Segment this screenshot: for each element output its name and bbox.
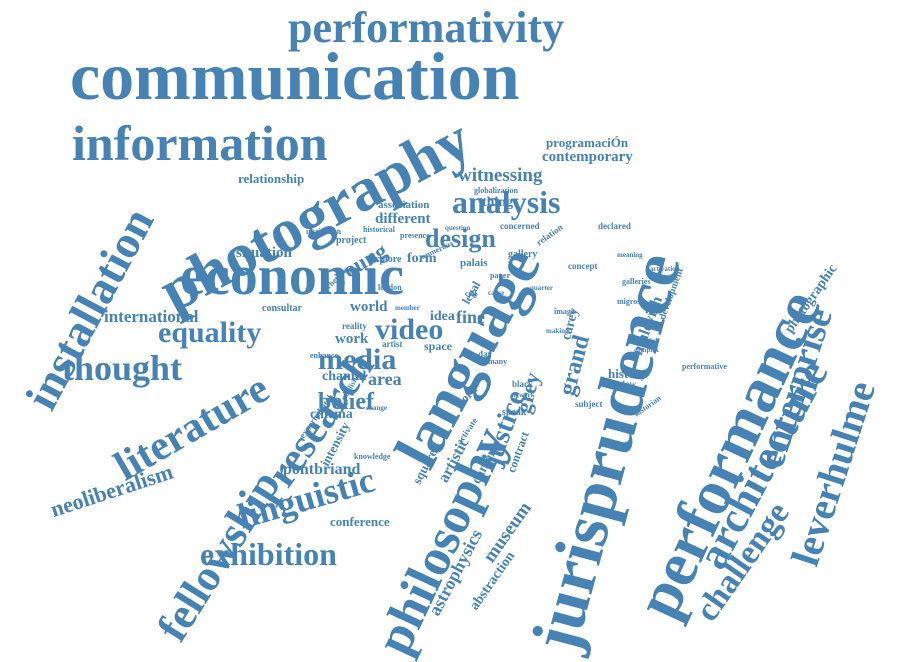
word-99: presence: [400, 231, 430, 240]
word-71: declared: [598, 221, 631, 231]
word-11: relationship: [238, 171, 305, 186]
word-79: enhance: [310, 351, 338, 360]
word-78: knowledge: [354, 452, 391, 461]
word-29: belief: [318, 389, 374, 415]
word-34: pontbriand: [283, 461, 361, 478]
word-76: reality: [342, 321, 367, 331]
word-10: programaciÓn: [546, 135, 629, 150]
word-82: window: [606, 379, 637, 389]
word-60: black: [512, 379, 534, 389]
word-63: palais: [460, 257, 488, 269]
word-35: conference: [330, 514, 390, 529]
word-0: performativity: [288, 3, 565, 52]
word-100: question: [445, 224, 471, 232]
word-103: quarter: [530, 284, 553, 292]
word-92: many: [488, 357, 508, 366]
word-95: image: [554, 307, 575, 316]
word-102: paper: [490, 271, 510, 280]
word-8: witnessing: [458, 165, 543, 186]
word-15: situation: [236, 245, 292, 261]
word-67: project: [336, 235, 367, 246]
word-17: equality: [158, 316, 262, 349]
word-74: idea: [430, 309, 455, 324]
word-61: concept: [568, 261, 598, 271]
word-9: contemporary: [542, 149, 633, 165]
word-1: communication: [70, 38, 520, 114]
word-25: media: [318, 343, 397, 376]
word-69: historical: [363, 225, 395, 234]
word-106: member: [395, 304, 420, 312]
word-80: consultar: [262, 303, 302, 314]
word-84: material: [632, 337, 658, 345]
word-75: space: [424, 339, 452, 353]
word-85: complex: [634, 346, 659, 354]
word-24: exhibition: [200, 536, 337, 572]
word-4: economic: [180, 245, 404, 307]
word-96: migros: [617, 297, 641, 306]
word-111: artwork: [510, 391, 535, 399]
word-112: cause: [488, 289, 505, 297]
word-86: activation: [650, 265, 680, 273]
word-77: artist: [382, 339, 403, 349]
word-110: making: [546, 327, 569, 335]
word-22: neoliberalism: [47, 458, 176, 522]
word-62: galleries: [622, 277, 651, 286]
word-18: thought: [62, 348, 183, 388]
word-98: change: [366, 404, 387, 412]
word-97: london: [378, 283, 402, 292]
word-59: speak: [502, 407, 527, 418]
word-66: explore: [370, 254, 402, 265]
word-28: work: [335, 331, 369, 347]
word-70: concerned: [500, 221, 540, 231]
word-31: cinema: [310, 407, 353, 422]
word-73: fine: [456, 307, 485, 327]
word-13: different: [375, 211, 431, 227]
word-65: form: [407, 251, 437, 266]
word-107: cell: [465, 289, 477, 298]
word-88: meaning: [617, 251, 643, 259]
word-30: area: [368, 369, 402, 389]
word-27: world: [350, 299, 388, 315]
word-32: chantal: [322, 369, 367, 384]
word-2: information: [72, 115, 328, 171]
word-16: international: [104, 307, 199, 326]
word-68: institution: [306, 227, 342, 236]
word-12: association: [378, 199, 430, 211]
word-87: globalization: [474, 186, 519, 195]
word-7: design: [425, 224, 496, 253]
word-64: gallery: [508, 249, 538, 260]
word-52: history: [608, 366, 647, 381]
word-89: thing: [482, 195, 514, 210]
word-91: day: [478, 349, 493, 359]
word-81: performative: [682, 362, 727, 371]
word-26: video: [375, 313, 444, 346]
word-58: subject: [575, 399, 603, 409]
word-6: analysis: [452, 184, 561, 220]
